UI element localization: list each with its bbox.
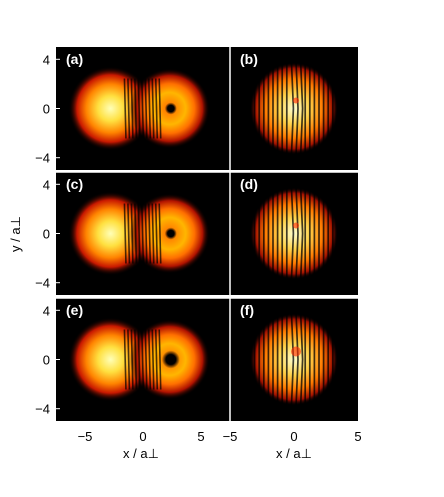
vortex-core bbox=[164, 227, 177, 240]
panel-label: (e) bbox=[66, 302, 83, 318]
y-tick-label: 4 bbox=[43, 303, 50, 318]
heatmap-panel bbox=[56, 172, 230, 295]
heatmap-panel bbox=[230, 298, 358, 421]
x-tick-label-right: −5 bbox=[223, 429, 238, 444]
y-tick-label: 4 bbox=[43, 177, 50, 192]
heatmap-panel bbox=[56, 298, 230, 421]
heatmap-panel bbox=[56, 47, 230, 170]
x-tick-label-left: 5 bbox=[197, 429, 204, 444]
panel-label: (b) bbox=[240, 51, 258, 67]
panel-label: (a) bbox=[66, 51, 83, 67]
x-tick-label-right: 5 bbox=[354, 429, 361, 444]
x-axis-label-right: x / a⊥ bbox=[276, 446, 312, 461]
x-tick-label-right: 0 bbox=[290, 429, 297, 444]
vortex-core bbox=[164, 102, 177, 115]
y-tick-label: −4 bbox=[35, 276, 50, 291]
heatmap-panel bbox=[230, 47, 358, 170]
dislocation bbox=[291, 346, 301, 357]
x-tick-label-left: −5 bbox=[78, 429, 93, 444]
fringes bbox=[123, 329, 162, 390]
dislocation bbox=[293, 222, 299, 229]
fringes bbox=[123, 78, 162, 139]
vortex-core bbox=[161, 350, 180, 369]
fringes bbox=[249, 185, 339, 282]
fringes bbox=[123, 203, 162, 264]
panel-label: (c) bbox=[66, 176, 83, 192]
y-tick-label: −4 bbox=[35, 151, 50, 166]
panel-label: (f) bbox=[240, 302, 254, 318]
y-tick-label: 0 bbox=[43, 102, 50, 117]
y-tick-label: 0 bbox=[43, 353, 50, 368]
dislocation bbox=[293, 97, 299, 104]
y-axis-label: y / a⊥ bbox=[8, 216, 23, 252]
y-tick-label: 4 bbox=[43, 52, 50, 67]
x-tick-label-left: 0 bbox=[139, 429, 146, 444]
fringes bbox=[249, 311, 339, 408]
y-tick-label: 0 bbox=[43, 227, 50, 242]
panel-label: (d) bbox=[240, 176, 258, 192]
y-tick-label: −4 bbox=[35, 402, 50, 417]
x-axis-label-left: x / a⊥ bbox=[123, 446, 159, 461]
fringes bbox=[249, 60, 339, 157]
heatmap-panel bbox=[230, 172, 358, 295]
